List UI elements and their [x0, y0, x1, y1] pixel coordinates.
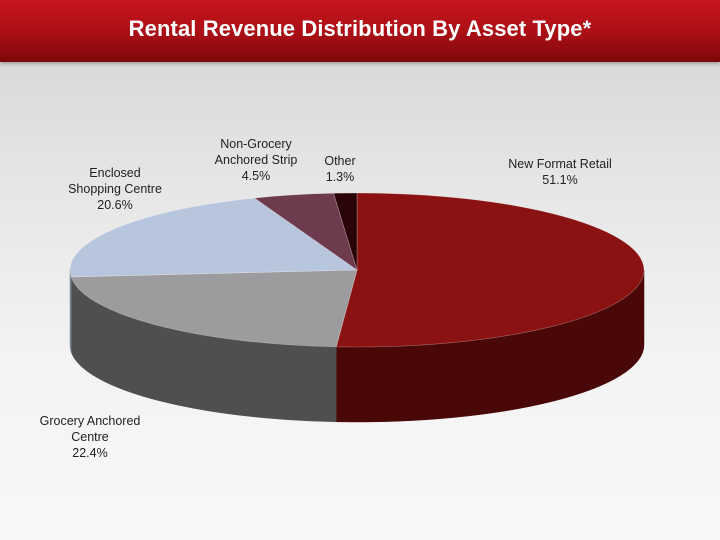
- slice-label-value: 20.6%: [97, 198, 133, 212]
- slice-label-grocery-anchored-centre: Grocery Anchored Centre 22.4%: [20, 413, 160, 461]
- slice-label-name: Non-Grocery: [220, 137, 292, 151]
- pie-slice-non-grocery-anchored-strip: [253, 192, 358, 271]
- slice-label-name: Anchored Strip: [214, 153, 298, 167]
- pie-slice-new-format-retail: [335, 192, 645, 348]
- slice-label-new-format-retail: New Format Retail 51.1%: [480, 156, 640, 188]
- slice-label-name: Centre: [71, 430, 109, 444]
- slice-label-value: 22.4%: [72, 446, 108, 460]
- slice-label-name: New Format Retail: [508, 157, 612, 171]
- pie-side-enclosed-shopping-centre: [69, 269, 72, 352]
- pie-sides: [69, 269, 645, 423]
- title-bar: Rental Revenue Distribution By Asset Typ…: [0, 0, 720, 62]
- slice-label-value: 1.3%: [325, 170, 355, 184]
- chart-title: Rental Revenue Distribution By Asset Typ…: [128, 16, 592, 41]
- slice-label-value: 51.1%: [542, 173, 578, 187]
- pie-slice-other: [333, 192, 358, 271]
- slice-label-name: Shopping Centre: [68, 182, 162, 196]
- pie-slices: [69, 192, 645, 348]
- slice-label-name: Other: [324, 154, 356, 168]
- slice-label-name: Enclosed: [89, 166, 141, 180]
- slice-label-name: Grocery Anchored: [39, 414, 141, 428]
- slice-label-enclosed-shopping-centre: Enclosed Shopping Centre 20.6%: [55, 165, 175, 213]
- pie-slice-enclosed-shopping-centre: [69, 197, 358, 278]
- slice-label-non-grocery-anchored-strip: Non-Grocery Anchored Strip 4.5%: [196, 136, 316, 184]
- slice-label-other: Other 1.3%: [305, 153, 375, 185]
- pie-slice-grocery-anchored-centre: [70, 269, 358, 348]
- slice-label-value: 4.5%: [241, 169, 271, 183]
